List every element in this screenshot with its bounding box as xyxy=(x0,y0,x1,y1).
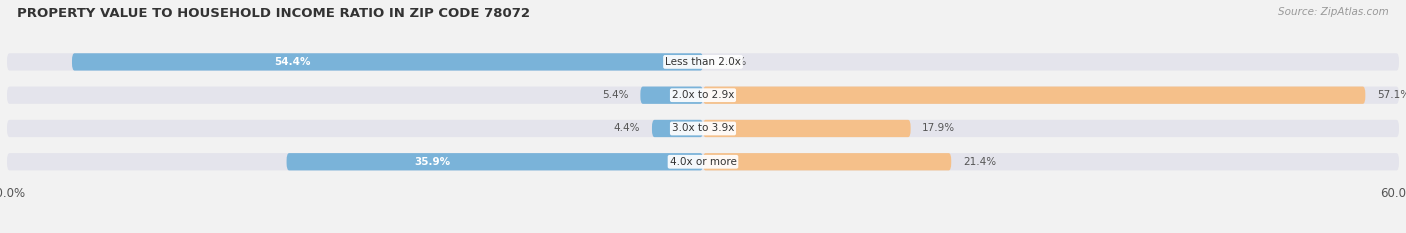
Text: 5.4%: 5.4% xyxy=(602,90,628,100)
Text: Less than 2.0x: Less than 2.0x xyxy=(665,57,741,67)
FancyBboxPatch shape xyxy=(7,86,1399,104)
FancyBboxPatch shape xyxy=(703,86,1365,104)
FancyBboxPatch shape xyxy=(287,153,703,170)
Text: 4.4%: 4.4% xyxy=(614,123,640,134)
FancyBboxPatch shape xyxy=(7,120,1399,137)
Text: 0.0%: 0.0% xyxy=(720,57,747,67)
FancyBboxPatch shape xyxy=(652,120,703,137)
Text: 57.1%: 57.1% xyxy=(1376,90,1406,100)
Text: 4.0x or more: 4.0x or more xyxy=(669,157,737,167)
FancyBboxPatch shape xyxy=(72,53,703,71)
FancyBboxPatch shape xyxy=(703,153,952,170)
Text: 54.4%: 54.4% xyxy=(274,57,311,67)
Text: PROPERTY VALUE TO HOUSEHOLD INCOME RATIO IN ZIP CODE 78072: PROPERTY VALUE TO HOUSEHOLD INCOME RATIO… xyxy=(17,7,530,20)
Text: 35.9%: 35.9% xyxy=(415,157,450,167)
Text: 21.4%: 21.4% xyxy=(963,157,995,167)
Text: Source: ZipAtlas.com: Source: ZipAtlas.com xyxy=(1278,7,1389,17)
FancyBboxPatch shape xyxy=(7,153,1399,170)
Text: 3.0x to 3.9x: 3.0x to 3.9x xyxy=(672,123,734,134)
Text: 2.0x to 2.9x: 2.0x to 2.9x xyxy=(672,90,734,100)
FancyBboxPatch shape xyxy=(703,120,911,137)
FancyBboxPatch shape xyxy=(7,53,1399,71)
Text: 17.9%: 17.9% xyxy=(922,123,955,134)
FancyBboxPatch shape xyxy=(640,86,703,104)
